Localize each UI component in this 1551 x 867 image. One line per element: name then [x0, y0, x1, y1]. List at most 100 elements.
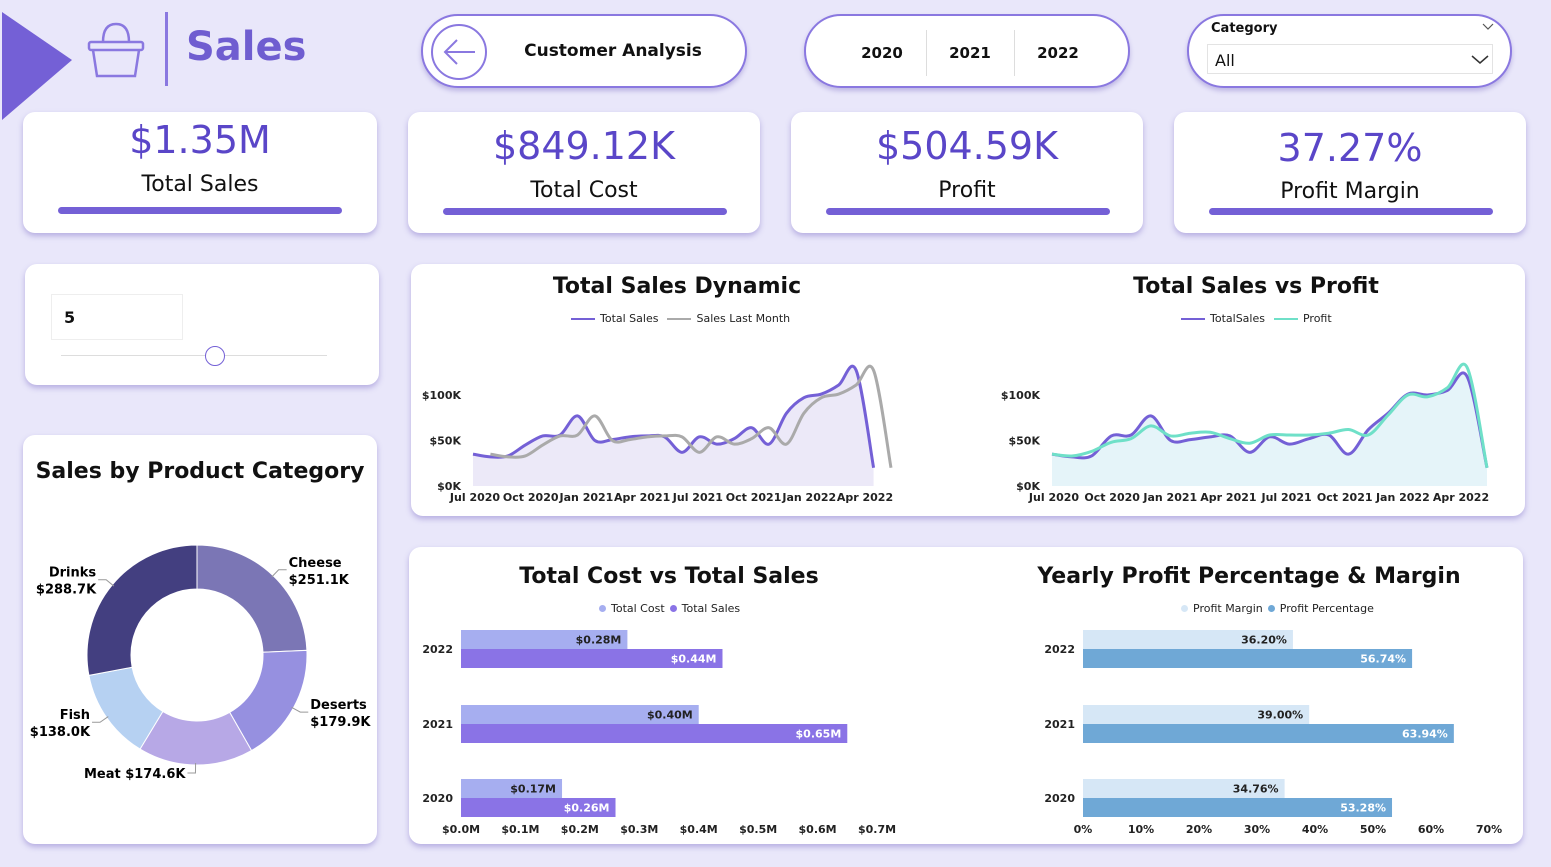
category-filter-label: Category: [1211, 21, 1278, 36]
bar-profit-margin[interactable]: [1083, 779, 1285, 798]
kpi-label: Total Sales: [141, 172, 259, 197]
x-tick-label: 0%: [1074, 823, 1093, 836]
series-line-totalsales[interactable]: [1051, 371, 1489, 469]
year-button-2022[interactable]: 2022: [1037, 44, 1079, 62]
x-tick-label: $0.6M: [799, 823, 837, 836]
category-dropdown[interactable]: All: [1207, 44, 1493, 74]
sales-by-category-card: Sales by Product Category Cheese $251.1K D…: [23, 435, 377, 844]
legend-swatch: [571, 317, 595, 320]
kpi-card-total-sales: $1.35M Total Sales: [23, 112, 377, 233]
kpi-label: Total Cost: [530, 178, 638, 203]
legend-label: TotalSales: [1210, 312, 1265, 325]
legend-swatch: [667, 317, 692, 320]
donut-slice-cheese[interactable]: [196, 544, 308, 653]
series-line-total-sales[interactable]: [472, 364, 876, 469]
y-tick-label: $100K: [422, 389, 462, 402]
donut-label-value: $288.7K: [36, 583, 97, 598]
donut-label: Meat $174.6K: [84, 767, 186, 782]
bar-data-label: $0.44M: [671, 653, 717, 666]
y-category-label: 2020: [1044, 792, 1075, 805]
category-selected-value: All: [1215, 51, 1235, 70]
bar-profit-margin[interactable]: [1083, 630, 1293, 649]
customer-analysis-button[interactable]: Customer Analysis: [421, 14, 747, 88]
bar-total-sales[interactable]: [461, 649, 723, 668]
y-tick-label: $50K: [430, 434, 462, 447]
year-button-2021[interactable]: 2021: [949, 44, 991, 62]
bar-total-sales[interactable]: [461, 798, 616, 817]
x-tick-label: $0.3M: [620, 823, 658, 836]
year-slicer: 2020 2021 2022: [804, 14, 1130, 88]
legend-swatch: [669, 605, 677, 612]
slider-track[interactable]: [61, 355, 327, 356]
legend-swatch: [599, 605, 606, 612]
donut-leader-line: [187, 762, 197, 774]
legend-label: Total Sales: [681, 602, 741, 615]
donut-slice-drinks[interactable]: [86, 544, 198, 676]
donut-label-name: Fish: [60, 708, 90, 723]
slider-thumb[interactable]: [205, 346, 226, 366]
bar-data-label: 34.76%: [1233, 783, 1279, 796]
x-tick-label: 40%: [1302, 823, 1328, 836]
legend-label: Profit Margin: [1193, 602, 1263, 615]
kpi-underline: [58, 207, 342, 214]
x-tick-label: Oct 2021: [1317, 491, 1373, 504]
bar-profit-percentage[interactable]: [1083, 724, 1454, 743]
chart-legend: Profit Margin Profit Percentage: [1181, 602, 1374, 615]
legend-label: Sales Last Month: [696, 312, 791, 325]
x-tick-label: Oct 2021: [726, 491, 782, 504]
bar-total-cost[interactable]: [461, 705, 699, 724]
bar-data-label: 36.20%: [1241, 634, 1287, 647]
bar-data-label: 56.74%: [1360, 653, 1406, 666]
bar-total-sales[interactable]: [461, 724, 848, 743]
series-line-profit[interactable]: [1051, 362, 1489, 469]
x-tick-label: $0.2M: [561, 823, 599, 836]
year-separator: [926, 30, 927, 76]
legend-label: Total Sales: [600, 312, 659, 325]
y-tick-label: $100K: [1001, 389, 1041, 402]
kpi-label: Profit Margin: [1280, 179, 1420, 204]
donut-leader-line: [98, 579, 115, 587]
x-tick-label: $0.1M: [501, 823, 539, 836]
chevron-down-icon[interactable]: [1481, 22, 1495, 32]
header-divider: [165, 12, 168, 86]
donut-label-value: $179.9K: [310, 715, 371, 730]
kpi-underline: [1209, 208, 1493, 215]
chart-legend: Total Cost Total Sales: [599, 602, 740, 615]
back-arrow-icon: [431, 24, 487, 80]
kpi-value: $504.59K: [875, 124, 1059, 168]
bar-profit-percentage[interactable]: [1083, 649, 1413, 668]
donut-leader-line: [291, 706, 309, 713]
x-tick-label: 60%: [1418, 823, 1444, 836]
donut-label-value: $138.0K: [30, 725, 91, 740]
kpi-value: 37.27%: [1277, 126, 1423, 170]
donut-leader-line: [92, 716, 109, 723]
series-line-sales-last-month[interactable]: [490, 364, 893, 469]
y-tick-label: $0K: [437, 480, 461, 493]
bar-total-cost[interactable]: [461, 779, 563, 798]
chart-title: Sales by Product Category: [35, 459, 365, 484]
y-category-label: 2022: [1044, 643, 1075, 656]
cost-vs-sales-bar-chart: $0.0M $0.1M $0.2M $0.3M $0.4M $0.5M $0.6M $0.7M…: [422, 630, 896, 836]
legend-swatch: [1273, 317, 1298, 320]
kpi-label: Profit: [938, 178, 996, 203]
kpi-card-profit: $504.59K Profit: [791, 112, 1143, 233]
legend-label: Profit: [1302, 312, 1332, 325]
bar-profit-percentage[interactable]: [1083, 798, 1393, 817]
line-charts-card: Total Sales Dynamic Total Sales Sales La…: [411, 264, 1525, 516]
donut-leader-line: [271, 569, 287, 578]
x-tick-label: 70%: [1476, 823, 1502, 836]
kpi-value: $849.12K: [492, 124, 676, 168]
basket-icon: [87, 22, 145, 78]
kpi-underline: [826, 208, 1110, 215]
bar-data-label: 63.94%: [1402, 728, 1448, 741]
bar-profit-margin[interactable]: [1083, 705, 1310, 724]
chart-legend: TotalSales Profit: [1181, 312, 1332, 325]
legend-swatch: [1267, 605, 1275, 612]
year-button-2020[interactable]: 2020: [861, 44, 903, 62]
series-area: [1052, 372, 1487, 486]
slider-value-input[interactable]: 5: [51, 294, 183, 340]
x-tick-label: Oct 2020: [1084, 491, 1140, 504]
bar-data-label: 53.28%: [1340, 802, 1386, 815]
bar-total-cost[interactable]: [461, 630, 628, 649]
